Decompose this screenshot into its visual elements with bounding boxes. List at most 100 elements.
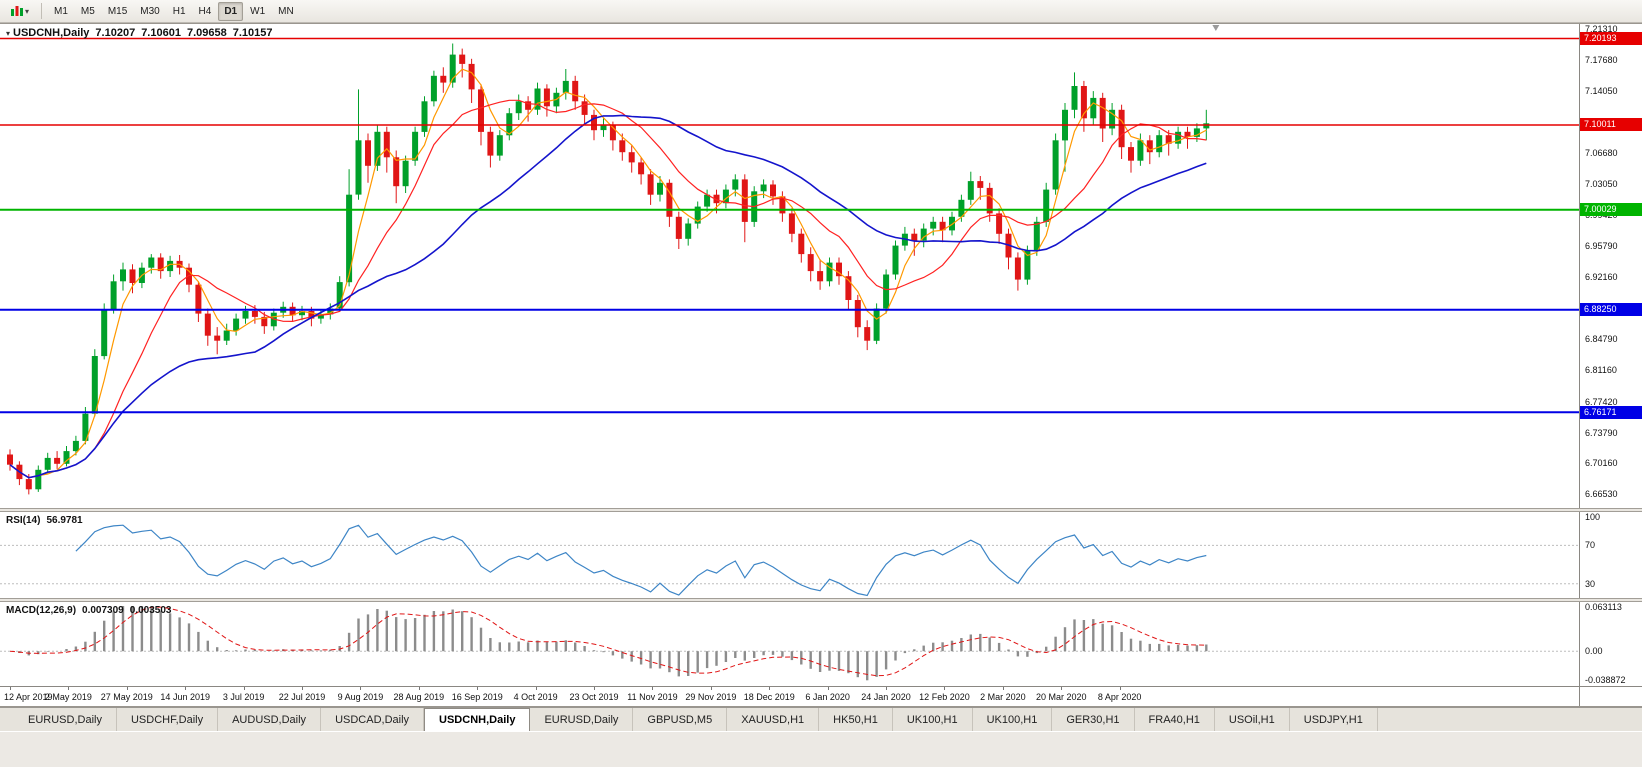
panel-splitter[interactable] bbox=[0, 508, 1642, 512]
price-badge: 7.20193 bbox=[1580, 31, 1642, 45]
date-label: 11 Nov 2019 bbox=[627, 692, 678, 702]
date-tick-mark bbox=[418, 687, 420, 690]
price-tick: 6.84790 bbox=[1585, 334, 1618, 345]
date-label: 2 May 2019 bbox=[44, 692, 92, 702]
date-tick-mark bbox=[126, 687, 128, 690]
macd-tick: -0.038872 bbox=[1585, 675, 1626, 685]
macd-signal-value: 0.003503 bbox=[129, 605, 172, 616]
macd-tick: 0.063113 bbox=[1585, 602, 1622, 612]
date-tick-mark bbox=[944, 687, 946, 690]
scale-corner bbox=[1579, 686, 1642, 706]
rsi-name: RSI(14) bbox=[6, 515, 41, 526]
chart-tab-usdcad-daily[interactable]: USDCAD,Daily bbox=[321, 708, 425, 731]
timeframe-button-m15[interactable]: M15 bbox=[107, 5, 128, 17]
date-label: 27 May 2019 bbox=[100, 692, 153, 702]
price-tick: 7.21310 bbox=[1585, 24, 1618, 34]
price-badge: 6.76171 bbox=[1580, 405, 1642, 419]
macd-main-value: 0.007309 bbox=[82, 605, 124, 616]
price-tick: 7.17680 bbox=[1585, 54, 1618, 65]
timeframe-button-m1[interactable]: M1 bbox=[54, 5, 68, 17]
date-label: 20 Mar 2020 bbox=[1035, 692, 1087, 702]
rsi-tick: 70 bbox=[1585, 540, 1596, 551]
chart-shift-marker-icon[interactable] bbox=[1212, 25, 1220, 31]
macd-svg[interactable] bbox=[0, 602, 1579, 686]
price-tick: 6.92160 bbox=[1585, 271, 1618, 282]
symbol-label: USDCNH,Daily bbox=[13, 27, 90, 39]
chart-tab-usdcnh-daily[interactable]: USDCNH,Daily bbox=[424, 708, 531, 731]
panel-splitter[interactable] bbox=[0, 598, 1642, 602]
chart-tab-uk100-h1[interactable]: UK100,H1 bbox=[893, 708, 973, 731]
rsi-panel[interactable]: RSI(14) 56.9781 bbox=[0, 512, 1579, 598]
date-axis[interactable]: 12 Apr 2019 2 May 2019 27 May 2019 14 Jun 2… bbox=[0, 686, 1579, 706]
chart-tab-usoil-h1[interactable]: USOil,H1 bbox=[1215, 708, 1290, 731]
toolbar-separator bbox=[41, 3, 43, 19]
macd-name: MACD(12,26,9) bbox=[6, 605, 77, 616]
chart-tab-gbpusd-m5[interactable]: GBPUSD,M5 bbox=[633, 708, 728, 731]
chart-tab-fra40-h1[interactable]: FRA40,H1 bbox=[1135, 708, 1215, 731]
macd-scale[interactable]: 0.063113 0.00 -0.038872 bbox=[1579, 602, 1642, 686]
date-tick-mark bbox=[827, 687, 829, 690]
ma-mid-line bbox=[9, 99, 1207, 479]
chart-title: ▾ USDCNH,Daily 7.10207 7.10601 7.09658 7.1015… bbox=[6, 27, 272, 39]
date-label: 6 Jan 2020 bbox=[805, 692, 850, 702]
macd-tick: 0.00 bbox=[1585, 646, 1603, 657]
chart-tab-hk50-h1[interactable]: HK50,H1 bbox=[819, 708, 893, 731]
high-value: 7.10601 bbox=[141, 27, 181, 39]
rsi-scale[interactable]: 100 70 30 bbox=[1579, 512, 1642, 598]
chart-tab-uk100-h1[interactable]: UK100,H1 bbox=[973, 708, 1053, 731]
rsi-svg[interactable] bbox=[0, 512, 1579, 598]
macd-signal-line bbox=[9, 606, 1207, 677]
chart-window: ▾ USDCNH,Daily 7.10207 7.10601 7.09658 7.1015… bbox=[0, 23, 1642, 707]
date-label: 22 Jul 2019 bbox=[278, 692, 326, 702]
main-chart-panel[interactable]: ▾ USDCNH,Daily 7.10207 7.10601 7.09658 7.1015… bbox=[0, 24, 1579, 508]
timeframe-button-d1[interactable]: D1 bbox=[218, 1, 244, 21]
close-value: 7.10157 bbox=[232, 27, 273, 39]
date-label: 8 Apr 2020 bbox=[1097, 692, 1142, 702]
chart-tab-usdchf-daily[interactable]: USDCHF,Daily bbox=[117, 708, 219, 731]
timeframe-button-w1[interactable]: W1 bbox=[250, 5, 266, 17]
open-value: 7.10207 bbox=[95, 27, 136, 39]
timeframe-button-m30[interactable]: M30 bbox=[140, 5, 160, 17]
collapse-triangle-icon[interactable]: ▾ bbox=[6, 29, 11, 38]
chart-tab-usdjpy-h1[interactable]: USDJPY,H1 bbox=[1290, 708, 1378, 731]
main-chart-svg[interactable] bbox=[0, 24, 1579, 508]
ma-fast-line bbox=[9, 68, 1207, 479]
timeframe-button-mn[interactable]: MN bbox=[278, 5, 294, 17]
timeframe-button-m5[interactable]: M5 bbox=[80, 5, 95, 17]
price-badge: 7.00029 bbox=[1580, 203, 1642, 217]
rsi-tick: 30 bbox=[1585, 578, 1596, 589]
chart-tab-ger30-h1[interactable]: GER30,H1 bbox=[1052, 708, 1135, 731]
price-badge: 7.10011 bbox=[1580, 118, 1642, 132]
chart-tab-xauusd-h1[interactable]: XAUUSD,H1 bbox=[727, 708, 820, 731]
chart-tab-eurusd-daily[interactable]: EURUSD,Daily bbox=[530, 708, 634, 731]
chart-tab-eurusd-daily[interactable]: EURUSD,Daily bbox=[14, 708, 117, 731]
timeframe-button-h4[interactable]: H4 bbox=[198, 5, 212, 17]
date-tick-mark bbox=[477, 687, 479, 690]
date-tick-mark bbox=[360, 687, 362, 690]
date-label: 14 Jun 2019 bbox=[160, 692, 210, 702]
chart-type-button[interactable]: ▾ bbox=[4, 2, 35, 21]
rsi-value: 56.9781 bbox=[46, 515, 83, 526]
price-tick: 7.06680 bbox=[1585, 148, 1618, 159]
price-scale[interactable]: 7.213107.176807.140507.066807.030506.994… bbox=[1579, 24, 1642, 508]
date-label: 28 Aug 2019 bbox=[393, 692, 445, 702]
rsi-label: RSI(14) 56.9781 bbox=[6, 515, 83, 526]
low-value: 7.09658 bbox=[186, 27, 227, 39]
date-label: 3 Jul 2019 bbox=[222, 692, 265, 702]
date-tick-mark bbox=[535, 687, 537, 690]
timeframe-button-h1[interactable]: H1 bbox=[172, 5, 186, 17]
date-tick-mark bbox=[652, 687, 654, 690]
price-tick: 6.66530 bbox=[1585, 489, 1618, 500]
price-tick: 7.03050 bbox=[1585, 179, 1618, 190]
chart-tab-audusd-daily[interactable]: AUDUSD,Daily bbox=[218, 708, 322, 731]
date-label: 24 Jan 2020 bbox=[861, 692, 911, 702]
date-label: 12 Apr 2019 bbox=[4, 692, 53, 702]
ma-slow-line bbox=[9, 114, 1207, 479]
date-tick-mark bbox=[185, 687, 187, 690]
macd-panel[interactable]: MACD(12,26,9) 0.007309 0.003503 bbox=[0, 602, 1579, 686]
date-label: 18 Dec 2019 bbox=[743, 692, 795, 702]
price-tick: 6.77420 bbox=[1585, 396, 1618, 407]
price-tick: 6.73790 bbox=[1585, 427, 1618, 438]
price-badge: 6.88250 bbox=[1580, 303, 1642, 317]
